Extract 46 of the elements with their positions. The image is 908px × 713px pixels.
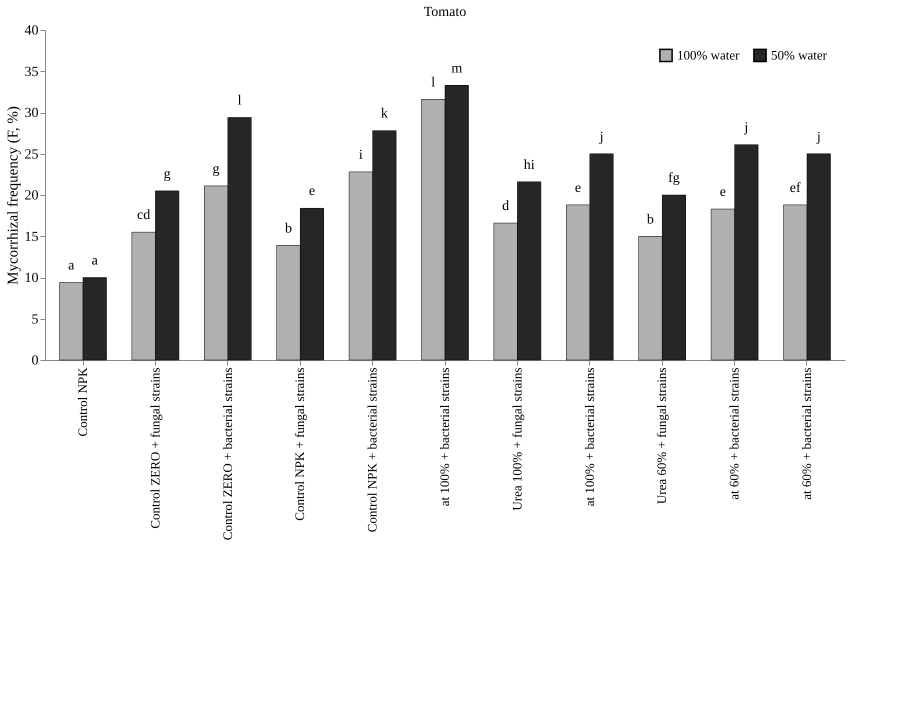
- data-label: a: [68, 258, 76, 274]
- data-label: d: [502, 199, 510, 214]
- y-tick-label: 40: [24, 24, 38, 38]
- legend-label: 100% water: [677, 47, 740, 62]
- chart-title: Tomato: [424, 5, 466, 20]
- x-tick-label: Urea 60% + fungal strains: [654, 368, 670, 504]
- data-label: i: [358, 148, 363, 163]
- data-label: g: [164, 166, 171, 182]
- x-tick-label: at 100% + bacterial strains: [437, 368, 452, 506]
- y-tick-label: 25: [24, 147, 38, 162]
- data-label: fg: [668, 171, 680, 186]
- data-label: ef: [790, 180, 801, 196]
- data-label: hi: [524, 158, 535, 173]
- data-label: j: [816, 130, 821, 145]
- data-label: g: [212, 162, 220, 177]
- data-label: b: [646, 212, 654, 228]
- data-label: k: [380, 106, 388, 122]
- x-tick-label: at 60% + bacterial strains: [798, 368, 814, 500]
- data-label: e: [720, 185, 726, 200]
- y-tick-label: 10: [24, 271, 38, 286]
- data-label: l: [431, 75, 436, 90]
- y-tick-label: 30: [24, 106, 38, 121]
- y-tick-label: 5: [32, 312, 38, 328]
- data-label: e: [574, 180, 582, 196]
- y-tick-label: 20: [24, 188, 38, 204]
- data-label: j: [743, 120, 748, 136]
- x-tick-label: Control NPK + fungal strains: [292, 368, 308, 521]
- x-tick-label: Control NPK: [75, 366, 90, 436]
- x-tick-label: at 100% + bacterial strains: [582, 368, 597, 506]
- data-label: cd: [137, 208, 150, 224]
- x-tick-label: at 60% + bacterial strains: [726, 368, 742, 500]
- data-label: j: [598, 130, 604, 145]
- data-label: b: [284, 221, 292, 236]
- data-label: l: [238, 93, 242, 108]
- y-tick-label: 35: [24, 64, 38, 80]
- x-tick-label: Control NPK + bacterial strains: [364, 368, 380, 532]
- legend-label: 50% water: [771, 47, 828, 62]
- data-label: e: [308, 184, 316, 200]
- y-axis-title: Mycorrhizal frequency (F, %): [6, 106, 22, 285]
- x-tick-label: Urea 100% + fungal strains: [509, 368, 524, 511]
- x-tick-label: Control ZERO + bacterial strains: [220, 368, 235, 540]
- data-label: m: [451, 61, 462, 76]
- y-tick-label: 15: [24, 230, 38, 245]
- x-tick-label: Control ZERO + fungal strains: [147, 368, 162, 529]
- data-label: a: [92, 254, 99, 268]
- y-tick-label: 0: [32, 354, 38, 368]
